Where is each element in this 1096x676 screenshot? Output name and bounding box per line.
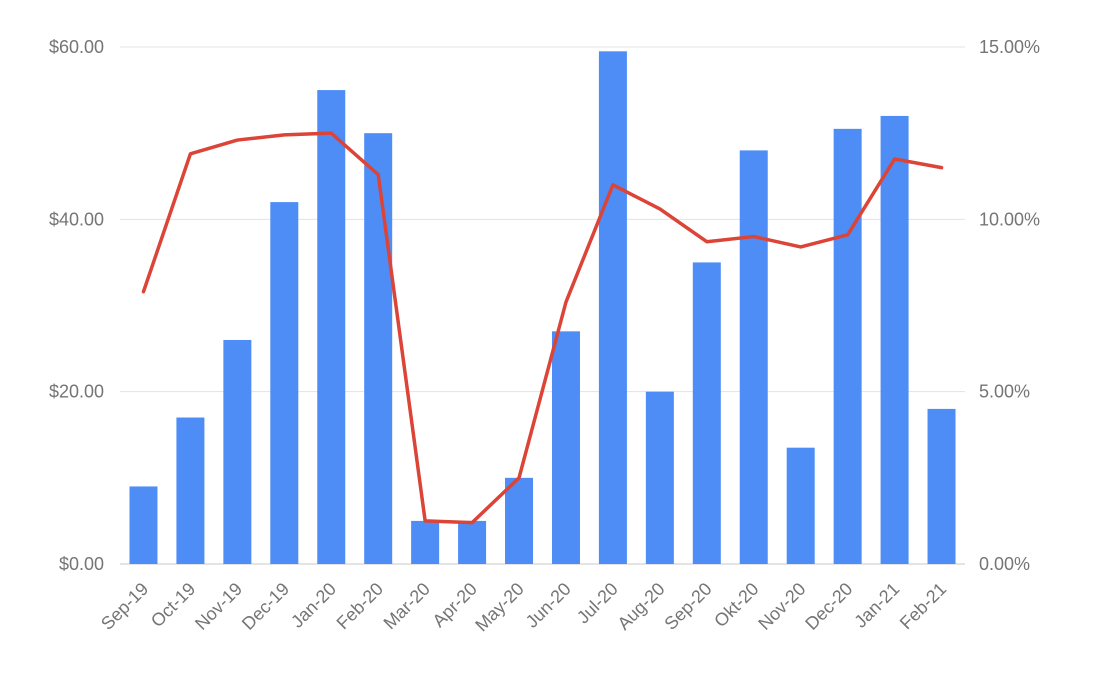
bar-Jul-20 <box>598 51 627 564</box>
left-axis-tick-label: $60.00 <box>49 37 104 57</box>
bar-Nov-19 <box>223 339 252 564</box>
left-axis-tick-label: $20.00 <box>49 382 104 402</box>
bar-Dec-20 <box>833 128 862 564</box>
left-axis-tick-label: $0.00 <box>59 554 104 574</box>
x-axis-tick-label: Aug-20 <box>614 579 669 634</box>
x-axis-tick-label: Jan-21 <box>850 579 903 632</box>
bar-Jan-21 <box>880 115 909 564</box>
bar-Sep-19 <box>129 486 158 564</box>
x-axis-tick-label: Nov-20 <box>754 579 809 634</box>
x-axis-tick-label: Nov-19 <box>191 579 246 634</box>
x-axis-tick-label: Dec-20 <box>801 579 856 634</box>
right-axis-tick-label: 0.00% <box>979 554 1030 574</box>
bar-Sep-20 <box>692 262 721 564</box>
bar-Nov-20 <box>786 447 815 564</box>
x-axis-tick-label: May-20 <box>471 579 528 636</box>
bar-Jan-20 <box>317 90 346 564</box>
right-axis-tick-label: 15.00% <box>979 37 1040 57</box>
bar-Feb-20 <box>364 133 393 564</box>
bar-Okt-20 <box>739 150 768 564</box>
bar-Dec-19 <box>270 202 299 564</box>
x-axis-tick-label: Oct-19 <box>147 579 199 631</box>
x-axis-tick-label: Jan-20 <box>287 579 340 632</box>
x-axis-tick-label: Jun-20 <box>522 579 575 632</box>
x-axis-tick-label: Okt-20 <box>710 579 762 631</box>
trend-line <box>141 131 944 525</box>
bar-Feb-21 <box>927 408 956 564</box>
left-axis-tick-label: $40.00 <box>49 209 104 229</box>
bar-Aug-20 <box>645 391 674 564</box>
x-axis-tick-label: Feb-21 <box>896 579 950 633</box>
bar-Jun-20 <box>551 331 580 564</box>
x-axis-tick-label: Sep-19 <box>97 579 152 634</box>
x-axis-tick-label: Feb-20 <box>333 579 387 633</box>
x-axis-tick-label: Dec-19 <box>238 579 293 634</box>
right-axis-tick-label: 5.00% <box>979 382 1030 402</box>
bar-Apr-20 <box>458 520 487 564</box>
bar-Oct-19 <box>176 417 205 564</box>
bar-Mar-20 <box>411 520 440 564</box>
x-axis-tick-label: Sep-20 <box>660 579 715 634</box>
bar-May-20 <box>505 477 534 564</box>
x-axis-tick-label: Mar-20 <box>380 579 434 633</box>
right-axis-tick-label: 10.00% <box>979 209 1040 229</box>
